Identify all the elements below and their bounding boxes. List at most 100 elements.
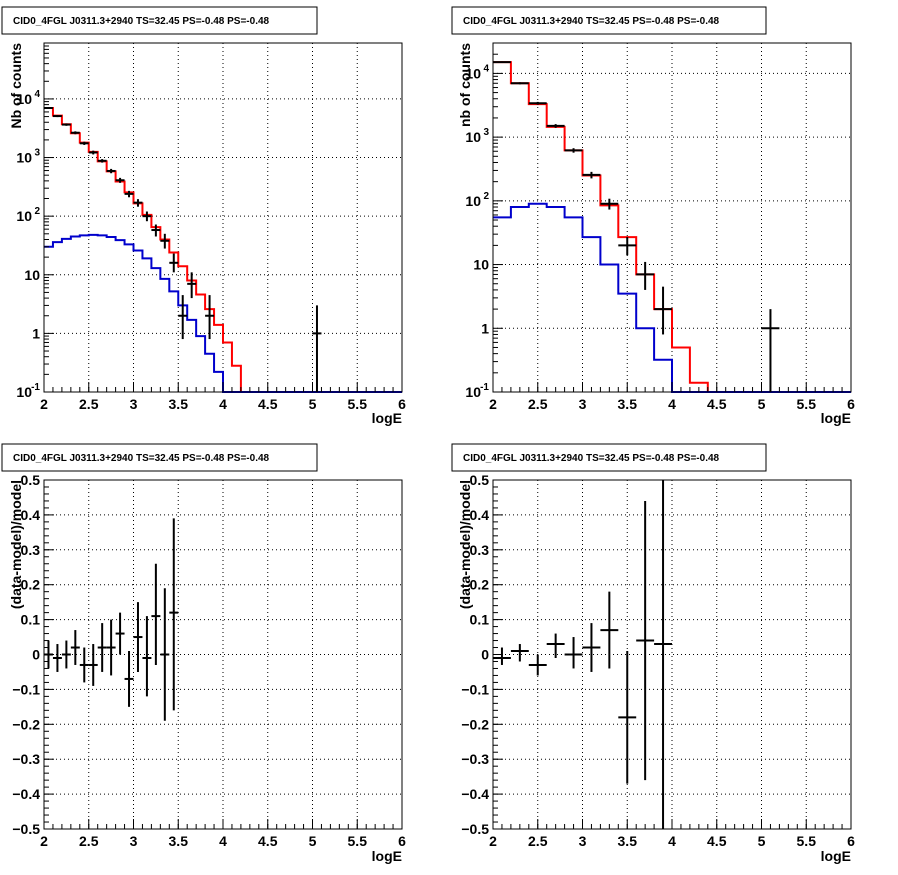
x-tick-label: 6 xyxy=(398,833,406,849)
x-tick-label: 3 xyxy=(579,833,587,849)
data-point xyxy=(169,253,179,273)
y-tick-label: 10 xyxy=(465,129,481,145)
data-point xyxy=(600,198,619,210)
data-point xyxy=(124,651,134,707)
x-tick-label: 5.5 xyxy=(348,396,368,412)
data-point xyxy=(61,123,71,126)
data-point xyxy=(70,630,80,665)
y-tick-label: −0.4 xyxy=(12,786,40,802)
data-point xyxy=(600,591,619,669)
y-tick-label: 10 xyxy=(24,267,40,283)
y-tick-label: 0.1 xyxy=(470,612,490,628)
panel-counts-fine: CID0_4FGL J0311.3+2940 TS=32.45 PS=-0.48… xyxy=(1,6,406,426)
data-point xyxy=(115,612,125,655)
y-tick-label: 0.1 xyxy=(21,612,41,628)
y-tick-label: 10 xyxy=(465,65,481,81)
y-tick-label: 10 xyxy=(16,208,32,224)
data-point xyxy=(169,518,179,711)
plot-title: CID0_4FGL J0311.3+2940 TS=32.45 PS=-0.48… xyxy=(463,16,720,27)
data-point xyxy=(88,150,98,155)
x-tick-label: 4 xyxy=(219,396,227,412)
y-tick-label: 0.5 xyxy=(470,472,490,488)
x-tick-label: 2.5 xyxy=(79,396,99,412)
data-point xyxy=(187,272,197,299)
data-point xyxy=(564,637,583,669)
x-tick-label: 3 xyxy=(130,833,138,849)
x-tick-label: 2.5 xyxy=(528,396,548,412)
data-point xyxy=(528,101,547,105)
data-point xyxy=(70,131,80,135)
data-point xyxy=(654,480,672,829)
x-tick-label: 6 xyxy=(847,833,855,849)
data-point xyxy=(493,647,511,665)
x-tick-label: 4.5 xyxy=(707,833,727,849)
y-tick-label: 0.2 xyxy=(470,577,490,593)
y-tick-label: −0.2 xyxy=(461,716,489,732)
series-total-model xyxy=(44,107,402,393)
y-tick-label: −0.5 xyxy=(461,821,489,837)
y-tick-label: −0.3 xyxy=(12,751,40,767)
data-point xyxy=(546,633,565,658)
x-tick-label: 5.5 xyxy=(797,833,817,849)
y-tick-exponent: 3 xyxy=(34,148,40,159)
data-point xyxy=(124,190,134,198)
data-point xyxy=(636,261,655,290)
x-tick-label: 5 xyxy=(309,396,317,412)
x-tick-label: 3.5 xyxy=(169,833,189,849)
y-tick-exponent: 3 xyxy=(483,127,489,138)
y-tick-exponent: 4 xyxy=(34,89,40,100)
x-axis-label: logE xyxy=(372,410,402,426)
x-tick-label: 4.5 xyxy=(258,396,278,412)
data-point xyxy=(61,640,71,669)
data-point xyxy=(528,654,547,676)
data-point xyxy=(312,305,322,392)
data-point xyxy=(52,115,62,118)
data-point xyxy=(142,616,152,697)
data-point xyxy=(582,623,601,672)
data-point xyxy=(564,148,583,153)
x-tick-label: 4.5 xyxy=(707,396,727,412)
data-point xyxy=(654,286,672,335)
y-tick-label: −0.5 xyxy=(12,821,40,837)
y-tick-label: 0 xyxy=(32,647,40,663)
y-tick-label: 0.3 xyxy=(470,542,490,558)
y-tick-label: 0.3 xyxy=(21,542,41,558)
x-tick-label: 3 xyxy=(579,396,587,412)
x-tick-label: 5.5 xyxy=(797,396,817,412)
y-axis-label: Nb of counts xyxy=(8,43,24,129)
x-tick-label: 6 xyxy=(398,396,406,412)
data-point xyxy=(97,623,107,672)
y-tick-exponent: 2 xyxy=(483,191,489,202)
x-tick-label: 2 xyxy=(489,396,497,412)
data-point xyxy=(133,199,143,207)
x-tick-label: 5 xyxy=(309,833,317,849)
x-tick-label: 4 xyxy=(668,396,676,412)
data-point xyxy=(761,309,780,392)
series-source-model xyxy=(44,233,402,393)
x-axis-label: logE xyxy=(372,848,402,864)
x-tick-label: 5 xyxy=(758,396,766,412)
data-point xyxy=(546,124,565,128)
data-point xyxy=(88,644,98,686)
data-point xyxy=(178,295,188,340)
data-point xyxy=(151,224,161,237)
y-tick-label: 10 xyxy=(473,257,489,273)
x-tick-label: 3.5 xyxy=(618,833,638,849)
title-box xyxy=(1,443,318,472)
data-point xyxy=(618,237,637,256)
data-point xyxy=(52,644,62,672)
data-point xyxy=(79,647,89,683)
data-point xyxy=(115,177,125,183)
data-point xyxy=(151,563,161,665)
y-tick-label: 0.4 xyxy=(470,507,490,523)
data-point xyxy=(106,619,116,676)
y-tick-label: 1 xyxy=(481,320,489,336)
y-axis-label: (data-model)/model xyxy=(457,480,473,609)
data-point xyxy=(510,82,529,85)
y-tick-label: 0.5 xyxy=(21,472,41,488)
y-tick-label: 0.2 xyxy=(21,577,41,593)
x-tick-label: 4.5 xyxy=(258,833,278,849)
x-tick-label: 5 xyxy=(758,833,766,849)
x-axis-label: logE xyxy=(821,848,851,864)
data-point xyxy=(133,602,143,672)
